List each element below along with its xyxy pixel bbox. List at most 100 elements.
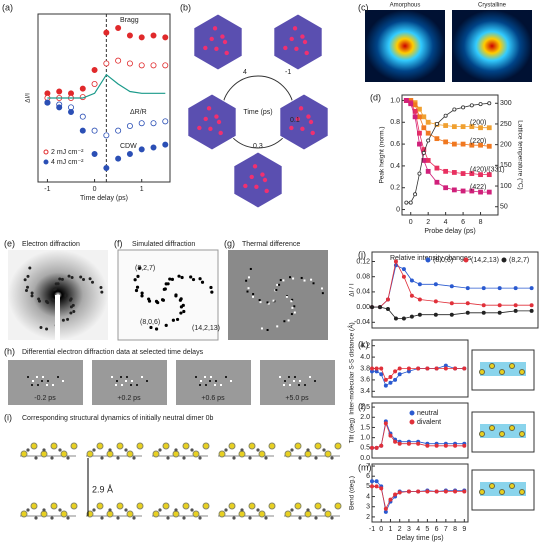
diff: [195, 376, 197, 378]
marker: [453, 366, 458, 371]
x-tick-label: 7: [444, 526, 448, 533]
diff: [272, 299, 275, 302]
image-thermal: [228, 250, 328, 340]
atom: [284, 510, 292, 518]
atom: [208, 126, 213, 132]
lattice: [193, 13, 243, 71]
marker: [91, 150, 98, 157]
diff: [276, 325, 279, 328]
marker: [529, 286, 534, 291]
diff: [215, 380, 217, 382]
marker: [379, 372, 384, 377]
spot: [170, 277, 175, 281]
diff: [288, 376, 290, 378]
diff: [259, 301, 262, 304]
legend-marker: [409, 419, 415, 425]
diff: [200, 380, 202, 382]
panel-label: (l): [358, 401, 366, 411]
marker: [460, 141, 466, 147]
delay-label: +5.0 ps: [285, 395, 309, 402]
diff: [47, 380, 49, 382]
atom: [20, 450, 28, 458]
annotation: CDW: [120, 143, 137, 150]
spot: [135, 285, 140, 289]
atom: [42, 508, 46, 512]
diff: [120, 376, 122, 378]
x-tick-label: 2: [426, 219, 430, 226]
marker: [68, 109, 75, 116]
inset-atom: [479, 489, 485, 495]
marker: [79, 127, 86, 134]
spot: [160, 298, 165, 302]
marker: [403, 98, 409, 103]
diff: [294, 376, 296, 378]
diff: [249, 267, 252, 270]
atom: [70, 502, 78, 510]
image-delay: [8, 360, 83, 405]
atom: [202, 502, 210, 510]
y-tick-label: 3: [366, 504, 370, 511]
atom: [306, 448, 310, 452]
spot: [70, 276, 74, 280]
marker: [434, 489, 439, 494]
marker: [383, 383, 388, 388]
legend-marker: [409, 410, 415, 416]
legend-label: neutral: [417, 410, 439, 417]
marker: [406, 441, 411, 446]
atom: [240, 508, 244, 512]
atom: [190, 508, 194, 512]
atom: [108, 508, 112, 512]
diff: [205, 384, 207, 386]
marker: [417, 282, 422, 287]
spot: [69, 305, 73, 309]
spot: [100, 290, 104, 294]
diff: [283, 320, 286, 323]
marker: [462, 489, 467, 494]
spot: [64, 294, 68, 298]
x-tick-label: 1: [140, 186, 144, 193]
series-line: [372, 306, 532, 319]
x-tick-label: 8: [453, 526, 457, 533]
atom: [40, 510, 48, 518]
marker: [393, 492, 398, 497]
x-tick-label: 1: [389, 526, 393, 533]
atom: [218, 450, 226, 458]
spot: [191, 277, 196, 282]
diff: [252, 293, 255, 296]
spot: [163, 287, 167, 291]
diff: [209, 380, 211, 382]
marker: [162, 34, 169, 41]
marker: [397, 372, 402, 377]
atom: [224, 508, 228, 512]
diff: [130, 384, 132, 386]
atom: [124, 448, 128, 452]
marker: [478, 189, 483, 195]
x-tick-label: 6: [461, 219, 465, 226]
atom: [304, 50, 309, 56]
x-axis-label: Probe delay (ps): [424, 228, 475, 235]
marker: [397, 441, 402, 446]
marker: [401, 274, 406, 279]
panel-label: (i): [4, 412, 12, 422]
time-label: Time (ps): [243, 109, 272, 116]
atom: [152, 450, 160, 458]
atom: [126, 450, 134, 458]
spot: [166, 282, 170, 286]
marker: [434, 179, 440, 185]
marker: [401, 316, 406, 321]
atom: [216, 119, 222, 125]
atom: [214, 46, 219, 52]
atom: [262, 177, 268, 183]
diff: [312, 282, 315, 285]
time: 0.3: [253, 143, 263, 150]
atom: [58, 448, 62, 452]
y2-tick-label: 100: [500, 183, 512, 190]
spot: [67, 274, 71, 278]
decoration: [8, 10, 532, 520]
atom: [34, 456, 38, 460]
diff: [210, 376, 212, 378]
marker: [425, 119, 431, 125]
atom: [240, 448, 244, 452]
atom: [136, 502, 144, 510]
atom: [50, 456, 54, 460]
